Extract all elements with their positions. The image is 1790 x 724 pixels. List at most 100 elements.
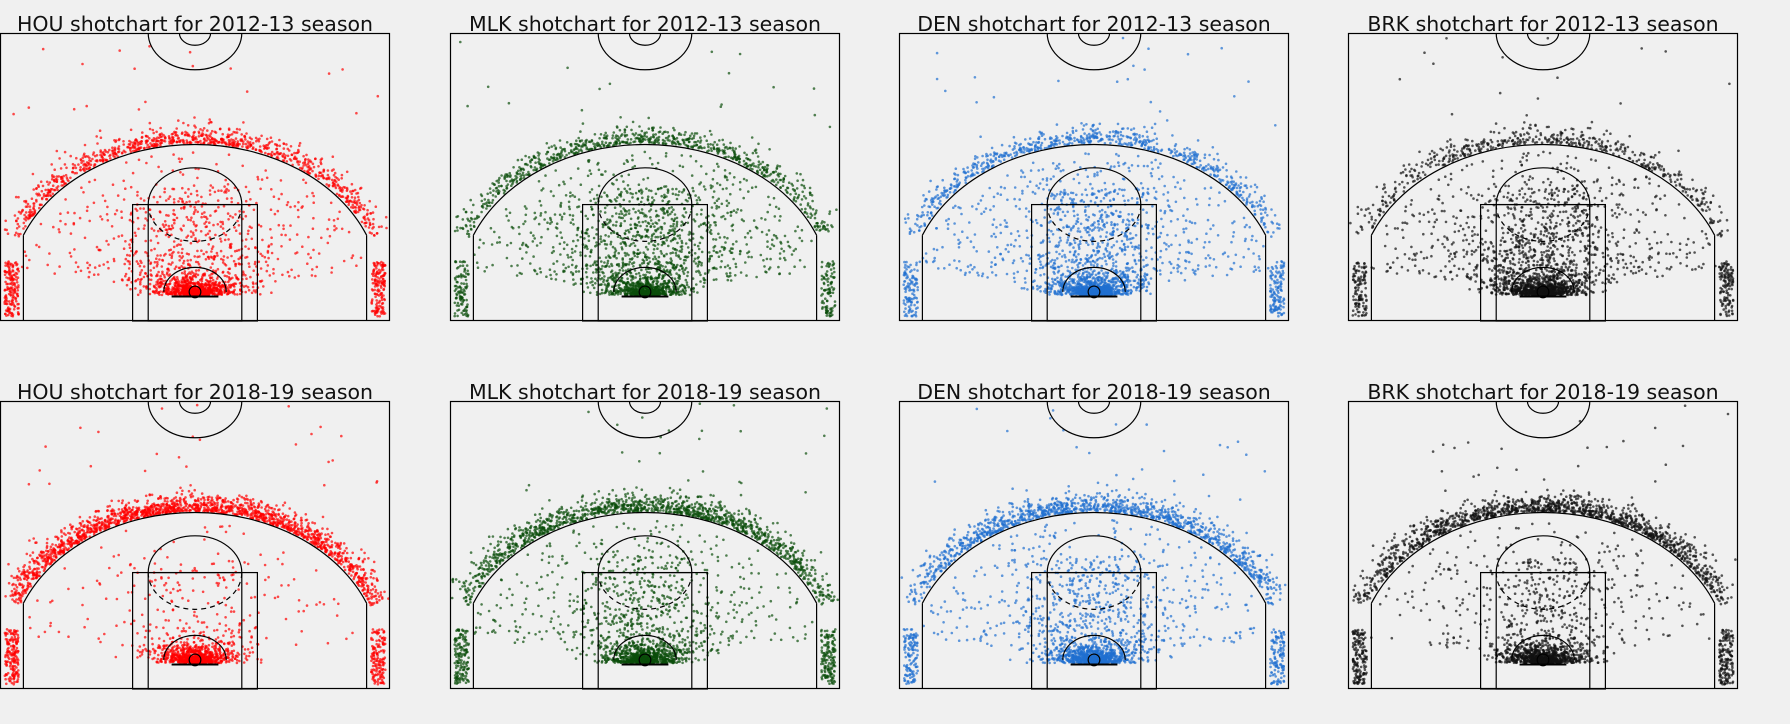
shot-point (374, 205, 378, 208)
shot-point (192, 233, 195, 237)
shot-point (216, 288, 219, 291)
shot-point (591, 283, 594, 287)
shot-point (170, 254, 174, 258)
shot-point (178, 160, 182, 163)
shot-point (208, 274, 211, 277)
shot-point (750, 255, 753, 259)
shot-point (185, 252, 189, 255)
shot-point (58, 230, 61, 234)
shot-point (149, 142, 152, 145)
shot-point (798, 236, 801, 240)
shot-point (678, 236, 682, 240)
shot-point (778, 257, 782, 260)
shot-point (155, 264, 159, 268)
shot-point (278, 152, 282, 155)
shot-point (148, 282, 152, 286)
shot-point (333, 224, 336, 228)
shot-point (220, 257, 223, 261)
shot-point (614, 271, 617, 275)
shot-point (485, 204, 489, 207)
shot-point (233, 293, 237, 296)
shot-point (698, 198, 702, 202)
shot-point (53, 272, 56, 275)
shot-point (14, 231, 18, 235)
shot-point (275, 151, 279, 154)
shot-point (120, 210, 123, 213)
shot-point (571, 194, 574, 197)
shot-point (91, 157, 94, 161)
shot-point (311, 191, 314, 195)
shot-point (661, 264, 664, 268)
shot-point (545, 275, 548, 278)
shot-point (695, 199, 699, 202)
shot-point (282, 227, 285, 231)
shot-point (204, 215, 208, 219)
shot-point (227, 128, 231, 132)
shot-point (568, 207, 571, 211)
shot-point (317, 252, 321, 255)
shot-point (117, 235, 120, 238)
shot-point (106, 219, 110, 222)
shot-point (128, 262, 132, 266)
shot-point (102, 153, 106, 156)
shot-point (745, 274, 748, 277)
shot-point (555, 234, 559, 238)
shot-point (381, 261, 385, 265)
shot-point (583, 237, 586, 240)
shot-point (703, 272, 707, 275)
shot-point (347, 203, 351, 207)
shot-point (381, 277, 385, 281)
shot-point (208, 286, 212, 290)
shot-point (6, 232, 10, 235)
shot-point (548, 222, 552, 225)
shot-point (289, 159, 293, 162)
shot-point (338, 194, 341, 197)
shot-point (183, 133, 187, 137)
shot-point (164, 252, 167, 256)
shot-point (786, 191, 789, 195)
shot-point (608, 218, 612, 222)
shot-point (233, 226, 236, 229)
shot-point (282, 147, 286, 150)
shot-point (237, 278, 240, 281)
shot-point (184, 191, 187, 194)
shot-points (3, 45, 388, 318)
shot-point (179, 171, 182, 174)
shot-point (42, 192, 46, 196)
shot-point (821, 227, 825, 231)
shot-point (481, 204, 484, 208)
shot-point (245, 255, 249, 259)
shot-point (673, 230, 677, 234)
shot-point (293, 155, 297, 159)
shot-point (175, 133, 178, 137)
shot-point (301, 166, 304, 169)
shot-point (462, 282, 466, 285)
shot-point (144, 272, 147, 275)
shot-point (244, 245, 247, 248)
shot-point (284, 233, 287, 237)
shot-point (794, 200, 798, 203)
shot-point (226, 212, 230, 215)
shot-point (29, 211, 32, 214)
shot-point (554, 278, 558, 281)
shot-point (207, 289, 210, 292)
shot-point (281, 273, 284, 277)
shot-point (520, 272, 523, 276)
shot-point (97, 273, 100, 276)
shot-point (578, 140, 582, 143)
shot-point (197, 130, 201, 134)
shot-point (334, 175, 337, 179)
shot-point (280, 233, 283, 237)
shot-point (640, 208, 644, 211)
shot-point (327, 218, 331, 221)
shot-point (466, 217, 469, 221)
shot-point (503, 189, 507, 193)
paint-inner (147, 203, 243, 322)
shot-point (621, 269, 625, 272)
shot-point (221, 271, 225, 274)
center-outer-arc (147, 32, 243, 71)
shot-point (184, 274, 188, 277)
shot-point (295, 233, 299, 236)
shot-point (699, 213, 703, 216)
shot-point (653, 244, 657, 248)
